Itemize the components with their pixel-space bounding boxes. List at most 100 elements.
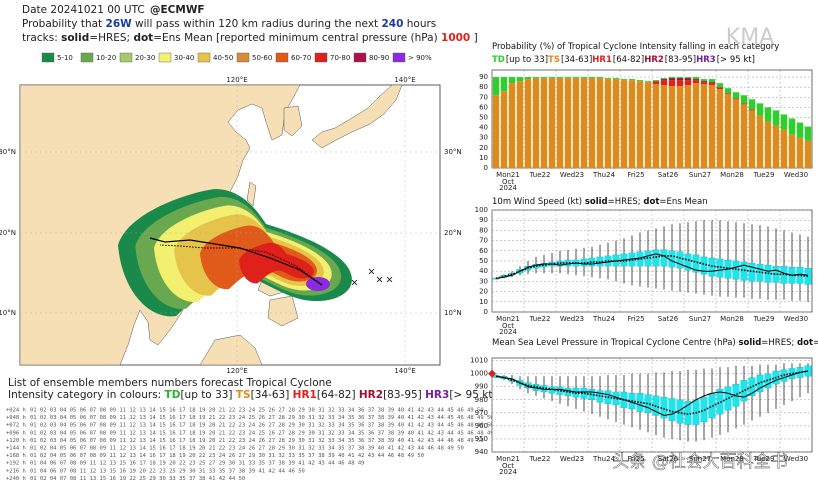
text-segment: Mean Sea Level Pressure in Tropical Cycl…: [492, 338, 738, 348]
legend-label: 40-50: [213, 54, 233, 62]
bar-segment: [620, 79, 628, 81]
bar-segment: [700, 79, 708, 82]
x-tick-label: Tue22: [529, 455, 551, 463]
lat-label: 30°N: [0, 148, 16, 156]
box: [588, 257, 596, 267]
bar-segment: [716, 87, 724, 90]
bar-segment: [732, 92, 740, 99]
box: [564, 259, 572, 267]
y-tick-label: 10: [479, 154, 488, 162]
x-tick-label: Wed30: [784, 171, 808, 179]
bar-segment: [508, 77, 516, 84]
row-label: +048 h: [6, 415, 26, 421]
lon-label: 140°E: [394, 76, 415, 84]
x-tick-label: Wed23: [560, 455, 584, 463]
lat-label: 10°N: [444, 309, 462, 317]
bar-segment: [500, 91, 508, 168]
x-tick-label: Sun27: [689, 171, 711, 179]
text-segment: =HRES;: [608, 197, 644, 207]
row-label: +120 h: [6, 438, 26, 444]
bar-segment: [700, 81, 708, 83]
bar-segment: [596, 78, 604, 168]
bar-segment: [644, 81, 652, 83]
legend-swatch: [236, 52, 250, 63]
probability-swath: [118, 189, 352, 317]
bar-segment: [540, 77, 548, 79]
land-taiwan: [246, 181, 257, 207]
text-segment: hours: [403, 18, 436, 30]
chart: 0 10 20 30 40 50 60 70 80 90 100 Mon21 Tue22 Wed23 Thu…: [475, 206, 813, 336]
lat-label: 20°N: [0, 229, 16, 237]
text-segment: dot: [133, 32, 153, 44]
legend-label: 5-10: [57, 54, 73, 62]
bar-segment: [748, 99, 756, 110]
lat-label: 20°N: [444, 229, 462, 237]
bar-segment: [796, 122, 804, 138]
y-tick-label: 950: [475, 435, 488, 443]
bar-segment: [532, 78, 540, 168]
bar-segment: [756, 103, 764, 116]
bar-segment: [580, 77, 588, 79]
y-tick-label: 990: [475, 383, 488, 391]
bar-segment: [652, 80, 660, 82]
box: [724, 386, 732, 411]
y-tick-label: 20: [479, 288, 488, 296]
legend-label: 60-70: [291, 54, 311, 62]
bar-segment: [668, 78, 676, 81]
y-tick-label: 40: [479, 267, 488, 275]
text-segment: dot: [643, 197, 659, 207]
row-members: 01 04 06 07 08 09 11 12 13 15 16 17 18 1…: [30, 461, 364, 467]
bar-segment: [620, 80, 628, 168]
bar-segment: [764, 121, 772, 168]
y-tick-label: 970: [475, 409, 488, 417]
bar-segment: [732, 98, 740, 100]
bar-segment: [572, 77, 580, 79]
bar-segment: [788, 118, 796, 135]
bar-segment: [636, 80, 644, 82]
text-segment: HR3: [425, 389, 449, 401]
legend-name: HR3: [696, 55, 716, 65]
bar-segment: [748, 109, 756, 111]
box: [540, 262, 548, 268]
box: [772, 265, 780, 283]
bar-segment: [540, 78, 548, 168]
y-tick-label: 940: [475, 448, 488, 456]
row-label: +216 h: [6, 468, 26, 474]
legend-swatch: [80, 52, 94, 63]
row-members: 01 02 03 04 05 06 07 08 09 11 12 13 14 1…: [30, 415, 494, 421]
x-tick-label: Sat26: [658, 315, 679, 323]
bar-segment: [684, 78, 692, 81]
x-tick-label: Tue22: [529, 315, 551, 323]
row-members: 01 02 03 04 05 06 07 08 09 11 12 13 14 1…: [30, 438, 484, 444]
x-tick-label: Wed23: [560, 315, 584, 323]
y-tick-label: 980: [475, 396, 488, 404]
bar-segment: [708, 85, 716, 168]
bar-segment: [740, 103, 748, 105]
box: [748, 262, 756, 282]
watermark: 头条 @社会大百科全书: [612, 452, 787, 472]
bar-segment: [572, 78, 580, 168]
bar-segment: [748, 110, 756, 168]
text-segment: [34-63]: [251, 389, 293, 401]
bar-segment: [508, 83, 516, 168]
land-mindanao: [267, 295, 299, 327]
bar-segment: [660, 79, 668, 81]
bar-segment: [708, 82, 716, 84]
box: [748, 377, 756, 397]
legend-swatch: [41, 52, 55, 63]
row-label: +024 h: [6, 408, 26, 414]
row-members: 01 02 03 04 05 06 07 08 09 11 12 13 14 1…: [30, 430, 504, 436]
source-label: @ECMWF: [150, 4, 205, 16]
y-tick-label: 80: [479, 226, 488, 234]
bar-segment: [612, 78, 620, 80]
bar-segment: [700, 84, 708, 168]
legend-range: [64-82]: [613, 55, 644, 65]
text-segment: [up to 33]: [180, 389, 235, 401]
y-tick-label: 1010: [470, 357, 488, 365]
text-segment: 1000: [441, 32, 470, 44]
text-segment: HR2: [359, 389, 383, 401]
hres-track: [149, 237, 323, 286]
x-tick-sublabel: Oct: [502, 322, 514, 330]
bar-segment: [684, 85, 692, 168]
